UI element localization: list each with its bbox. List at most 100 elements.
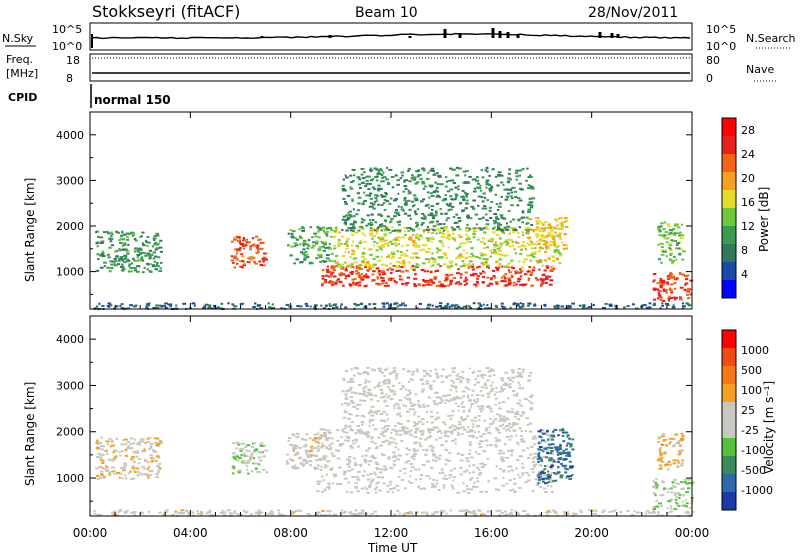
data-cell bbox=[139, 248, 143, 251]
data-cell bbox=[675, 258, 678, 261]
data-cell bbox=[429, 279, 433, 282]
data-cell bbox=[517, 473, 520, 476]
data-cell bbox=[516, 458, 520, 461]
data-cell bbox=[445, 304, 449, 307]
data-cell bbox=[511, 267, 516, 270]
data-cell bbox=[368, 460, 373, 463]
data-cell bbox=[386, 215, 390, 218]
data-cell bbox=[129, 443, 134, 446]
data-cell bbox=[435, 482, 439, 485]
data-cell bbox=[506, 177, 511, 180]
data-cell bbox=[376, 445, 379, 448]
data-cell bbox=[549, 447, 554, 449]
data-cell bbox=[361, 260, 365, 262]
data-cell bbox=[390, 220, 393, 223]
data-cell bbox=[515, 242, 520, 244]
data-cell bbox=[407, 398, 412, 401]
data-cell bbox=[376, 172, 380, 175]
data-cell bbox=[139, 235, 142, 238]
data-cell bbox=[440, 242, 445, 245]
data-cell bbox=[436, 223, 440, 226]
velocity-plot-background bbox=[90, 316, 692, 516]
data-cell bbox=[124, 438, 128, 441]
data-cell bbox=[129, 447, 132, 450]
data-cell bbox=[558, 447, 562, 450]
data-cell bbox=[464, 229, 468, 232]
data-cell bbox=[499, 242, 504, 245]
data-cell bbox=[347, 251, 350, 254]
data-cell bbox=[404, 226, 408, 229]
data-cell bbox=[309, 455, 312, 458]
data-cell bbox=[484, 307, 488, 310]
data-cell bbox=[540, 283, 543, 286]
data-cell bbox=[446, 302, 449, 305]
data-cell bbox=[148, 470, 151, 473]
data-cell bbox=[351, 439, 354, 442]
data-cell bbox=[415, 263, 419, 266]
data-cell bbox=[533, 443, 536, 446]
data-cell bbox=[156, 456, 161, 459]
data-cell bbox=[500, 456, 504, 459]
data-cell bbox=[327, 275, 331, 278]
data-cell bbox=[688, 304, 692, 307]
data-cell bbox=[366, 431, 369, 433]
data-cell bbox=[503, 241, 506, 244]
data-cell bbox=[159, 267, 162, 270]
data-cell bbox=[655, 499, 658, 502]
data-cell bbox=[256, 246, 260, 249]
data-cell bbox=[514, 195, 518, 198]
data-cell bbox=[430, 444, 433, 447]
data-cell bbox=[653, 298, 657, 301]
data-cell bbox=[517, 277, 521, 280]
data-cell bbox=[479, 184, 482, 187]
data-cell bbox=[553, 479, 558, 482]
data-cell bbox=[503, 514, 507, 517]
data-cell bbox=[546, 481, 549, 484]
data-cell bbox=[405, 200, 408, 203]
data-cell bbox=[444, 474, 447, 477]
data-cell bbox=[686, 293, 690, 296]
data-cell bbox=[97, 452, 101, 455]
data-cell bbox=[432, 453, 436, 456]
data-cell bbox=[435, 396, 440, 399]
data-cell bbox=[351, 283, 356, 286]
data-cell bbox=[484, 429, 489, 432]
colorbar-segment bbox=[722, 244, 736, 262]
data-cell bbox=[398, 512, 401, 515]
data-cell bbox=[366, 391, 370, 394]
data-cell bbox=[487, 431, 490, 434]
data-cell bbox=[379, 236, 384, 239]
data-cell bbox=[344, 223, 347, 226]
data-cell bbox=[93, 512, 97, 515]
data-cell bbox=[529, 206, 534, 209]
data-cell bbox=[481, 216, 485, 219]
data-cell bbox=[528, 243, 532, 246]
data-cell bbox=[460, 509, 465, 512]
data-cell bbox=[477, 509, 481, 512]
data-cell bbox=[529, 302, 532, 305]
data-cell bbox=[463, 513, 466, 515]
data-cell bbox=[322, 458, 327, 461]
data-cell bbox=[518, 260, 521, 263]
data-cell bbox=[526, 447, 529, 450]
data-cell bbox=[96, 475, 100, 478]
data-cell bbox=[316, 464, 320, 467]
data-cell bbox=[664, 249, 668, 252]
data-cell bbox=[535, 259, 540, 262]
data-cell bbox=[496, 218, 500, 220]
data-cell bbox=[436, 373, 439, 376]
data-cell bbox=[133, 511, 137, 513]
data-cell bbox=[358, 268, 363, 270]
data-cell bbox=[385, 405, 389, 407]
data-cell bbox=[380, 255, 383, 258]
data-cell bbox=[609, 303, 613, 306]
data-cell bbox=[340, 235, 345, 238]
data-cell bbox=[504, 382, 508, 385]
data-cell bbox=[382, 245, 385, 248]
data-cell bbox=[379, 368, 382, 371]
data-cell bbox=[409, 256, 413, 259]
data-cell bbox=[503, 226, 506, 229]
data-cell bbox=[511, 274, 514, 277]
data-cell bbox=[352, 253, 356, 256]
data-cell bbox=[550, 438, 555, 441]
